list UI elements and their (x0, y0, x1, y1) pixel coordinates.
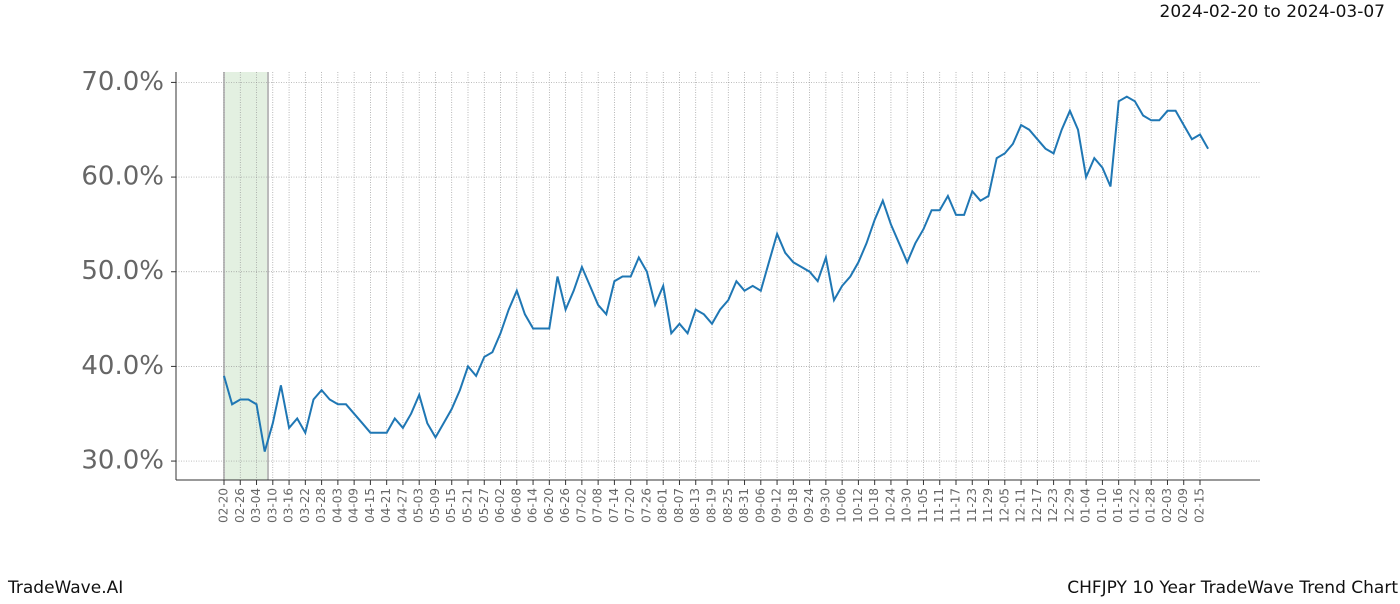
x-tick-label: 09-12 (770, 488, 784, 523)
x-tick-label: 09-30 (818, 488, 832, 523)
x-tick-label: 06-20 (542, 488, 556, 523)
x-tick-label: 12-05 (997, 488, 1011, 523)
x-tick-label: 02-20 (217, 488, 231, 523)
brand: TradeWave.AI (7, 578, 123, 598)
x-tick-label: 05-09 (428, 488, 442, 523)
x-tick-label: 10-06 (835, 488, 849, 523)
x-tick-label: 05-03 (412, 488, 426, 523)
x-tick-label: 04-09 (347, 488, 361, 523)
x-tick-label: 06-02 (493, 488, 507, 523)
x-tick-label: 01-28 (1144, 488, 1158, 523)
x-tick-label: 02-09 (1176, 488, 1190, 523)
y-tick-label: 30.0% (81, 446, 164, 476)
x-tick-label: 03-10 (265, 488, 279, 523)
x-tick-label: 07-02 (574, 488, 588, 523)
x-tick-label: 11-05 (916, 488, 930, 523)
y-tick-label: 40.0% (81, 351, 164, 381)
y-tick-label: 50.0% (81, 256, 164, 286)
x-tick-label: 01-16 (1111, 488, 1125, 523)
x-tick-label: 01-10 (1095, 488, 1109, 523)
x-tick-label: 05-27 (477, 488, 491, 523)
x-tick-label: 08-01 (656, 488, 670, 523)
x-tick-label: 10-24 (883, 488, 897, 523)
x-tick-label: 01-04 (1079, 488, 1093, 523)
y-tick-label: 70.0% (81, 67, 164, 97)
x-tick-label: 07-14 (607, 488, 621, 523)
x-tick-label: 04-27 (395, 488, 409, 523)
x-tick-label: 09-06 (753, 488, 767, 523)
x-tick-label: 03-22 (298, 488, 312, 523)
x-tick-label: 10-12 (851, 488, 865, 523)
x-tick-label: 08-31 (737, 488, 751, 523)
caption: CHFJPY 10 Year TradeWave Trend Chart (1067, 578, 1398, 598)
x-tick-label: 05-15 (444, 488, 458, 523)
x-tick-label: 08-25 (721, 488, 735, 523)
y-tick-label: 60.0% (81, 162, 164, 192)
x-tick-label: 09-24 (802, 488, 816, 523)
x-tick-label: 12-29 (1062, 488, 1076, 523)
x-tick-label: 10-30 (900, 488, 914, 523)
x-tick-label: 07-26 (639, 488, 653, 523)
x-tick-label: 11-29 (981, 488, 995, 523)
x-tick-label: 05-21 (461, 488, 475, 523)
x-tick-label: 06-08 (509, 488, 523, 523)
x-tick-label: 03-16 (282, 488, 296, 523)
x-tick-label: 09-18 (786, 488, 800, 523)
x-tick-label: 07-20 (623, 488, 637, 523)
x-tick-label: 04-15 (363, 488, 377, 523)
x-tick-label: 02-15 (1193, 488, 1207, 523)
x-tick-label: 08-13 (688, 488, 702, 523)
x-tick-label: 11-23 (965, 488, 979, 523)
x-tick-label: 01-22 (1127, 488, 1141, 523)
x-tick-label: 08-19 (705, 488, 719, 523)
x-tick-label: 04-21 (379, 488, 393, 523)
x-tick-label: 11-17 (949, 488, 963, 523)
x-tick-label: 02-26 (233, 488, 247, 523)
x-tick-label: 04-03 (330, 488, 344, 523)
x-tick-label: 03-28 (314, 488, 328, 523)
x-tick-label: 06-14 (526, 488, 540, 523)
x-tick-label: 12-17 (1030, 488, 1044, 523)
x-tick-label: 06-26 (558, 488, 572, 523)
x-tick-label: 07-08 (591, 488, 605, 523)
x-tick-label: 03-04 (249, 488, 263, 523)
x-tick-label: 11-11 (932, 488, 946, 523)
line (223, 95, 1209, 452)
x-tick-label: 12-11 (1014, 488, 1028, 523)
highlight-band (224, 72, 268, 480)
x-tick-label: 10-18 (867, 488, 881, 523)
x-tick-label: 08-07 (672, 488, 686, 523)
date-range: 2024-02-20 to 2024-03-07 (1160, 2, 1385, 22)
x-tick-label: 02-03 (1160, 488, 1174, 523)
x-tick-label: 12-23 (1046, 488, 1060, 523)
